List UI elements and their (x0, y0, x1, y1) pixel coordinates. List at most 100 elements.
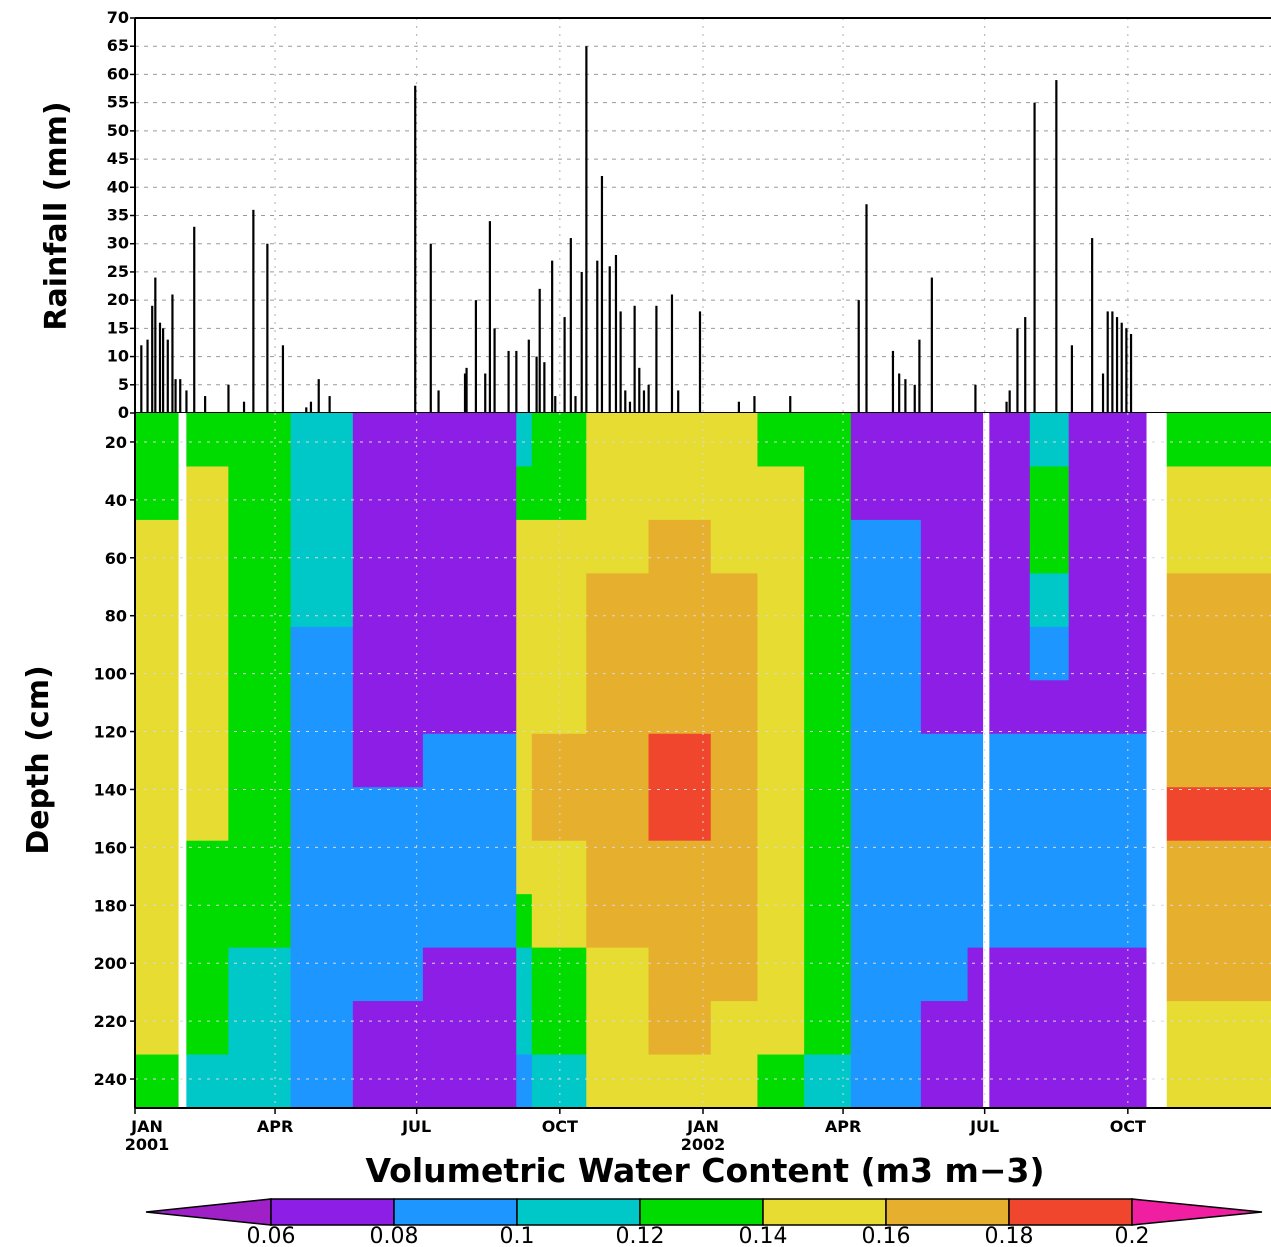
heatmap-cell (135, 947, 180, 1002)
heatmap-cell (352, 894, 424, 949)
rainfall-bar (1111, 311, 1114, 413)
rainfall-bar (174, 379, 177, 413)
rainfall-y-tick-label: 30 (107, 234, 129, 253)
heatmap-cell (804, 947, 852, 1002)
heatmap-cell (967, 947, 984, 1002)
time-x-tick-label: OCT (1110, 1117, 1146, 1136)
heatmap-cell (757, 1054, 805, 1109)
rainfall-bar (227, 384, 230, 413)
rainfall-y-tick-label: 10 (107, 347, 129, 366)
heatmap-cell (850, 413, 922, 468)
heatmap-cell (186, 519, 229, 574)
heatmap-cell (1068, 466, 1148, 521)
heatmap-cell (186, 680, 229, 735)
heatmap-cell (422, 466, 517, 521)
heatmap-cell (135, 840, 180, 895)
heatmap-cell (422, 787, 517, 842)
colorbar-segment (762, 1198, 887, 1226)
heatmap-cell (135, 680, 180, 735)
heatmap-cell (804, 1054, 852, 1109)
rainfall-y-tick-label: 50 (107, 121, 129, 140)
heatmap-cell (710, 894, 759, 949)
heatmap-cell (989, 626, 1031, 681)
heatmap-cell (586, 1001, 650, 1056)
heatmap-cell (586, 466, 650, 521)
heatmap-cell (989, 1054, 1031, 1109)
heatmap-cell (1166, 519, 1271, 574)
heatmap-cell (135, 519, 180, 574)
heatmap-cell (422, 1054, 517, 1109)
rainfall-bar (608, 266, 611, 413)
rainfall-bar (305, 407, 308, 413)
heatmap-cell (352, 840, 424, 895)
heatmap-cell (290, 573, 354, 628)
heatmap-cell (586, 787, 650, 842)
heatmap-cell (648, 894, 712, 949)
heatmap-cell (757, 680, 805, 735)
heatmap-cell (757, 840, 805, 895)
heatmap-cell (648, 413, 712, 468)
rainfall-bar (1091, 238, 1094, 413)
heatmap-cell (516, 519, 533, 574)
heatmap-cell (1068, 947, 1148, 1002)
heatmap-cell (989, 573, 1031, 628)
heatmap-cell (422, 626, 517, 681)
heatmap-cell (989, 947, 1031, 1002)
depth-y-axis-label: Depth (cm) (21, 665, 56, 854)
rainfall-bars (140, 46, 1133, 414)
rainfall-bar (596, 260, 599, 413)
heatmap-cell (135, 573, 180, 628)
heatmap-cell (648, 947, 712, 1002)
heatmap-cell (920, 894, 969, 949)
heatmap-cell (1029, 840, 1070, 895)
heatmap-cell (422, 573, 517, 628)
rainfall-bar (628, 401, 632, 413)
heatmap-cell (352, 466, 424, 521)
rainfall-bar (633, 305, 636, 413)
heatmap-cell (967, 840, 984, 895)
heatmap-cell (989, 413, 1031, 468)
rainfall-y-tick-label: 0 (118, 403, 129, 422)
rainfall-bar (574, 396, 577, 413)
heatmap-cell (586, 626, 650, 681)
heatmap-cell (586, 947, 650, 1002)
heatmap-cell (186, 787, 229, 842)
heatmap-cell (989, 733, 1031, 788)
heatmap-cell (228, 894, 292, 949)
heatmap-cell (516, 947, 533, 1002)
heatmap-cell (586, 894, 650, 949)
heatmap-cell (531, 1054, 587, 1109)
heatmap-gap (178, 413, 187, 1108)
heatmap-cell (422, 840, 517, 895)
heatmap-cell (804, 733, 852, 788)
heatmap-cell (1068, 626, 1148, 681)
heatmap-cell (531, 894, 587, 949)
heatmap-cell (920, 573, 969, 628)
depth-y-tick-label: 240 (94, 1070, 127, 1089)
heatmap-cell (135, 1054, 180, 1109)
heatmap-cell (850, 1001, 922, 1056)
heatmap-cell (422, 1001, 517, 1056)
colorbar-tick-labels: 0.06 0.08 0.1 0.12 0.14 0.16 0.18 0.2 (247, 1224, 1150, 1247)
heatmap-cell (804, 840, 852, 895)
heatmap-cell (290, 1054, 354, 1109)
rainfall-bar (463, 373, 467, 413)
heatmap-cell (967, 573, 984, 628)
heatmap-cell (1068, 519, 1148, 574)
rainfall-bar (638, 367, 641, 413)
colorbar-segment (885, 1198, 1010, 1226)
heatmap-cell (516, 894, 533, 949)
heatmap-cell (648, 626, 712, 681)
rainfall-bar (569, 238, 572, 413)
heatmap-cell (850, 787, 922, 842)
heatmap-cell (1166, 626, 1271, 681)
heatmap-cell (989, 894, 1031, 949)
heatmap-cell (757, 466, 805, 521)
colorbar-above-arrow (1131, 1198, 1263, 1226)
heatmap-gap (1146, 413, 1167, 1108)
heatmap-cell (757, 519, 805, 574)
heatmap-cell (757, 733, 805, 788)
heatmap-cell (1068, 787, 1148, 842)
heatmap-cell (1029, 947, 1070, 1002)
colorbar-title: Volumetric Water Content (m3 m−3) (365, 1151, 1044, 1190)
